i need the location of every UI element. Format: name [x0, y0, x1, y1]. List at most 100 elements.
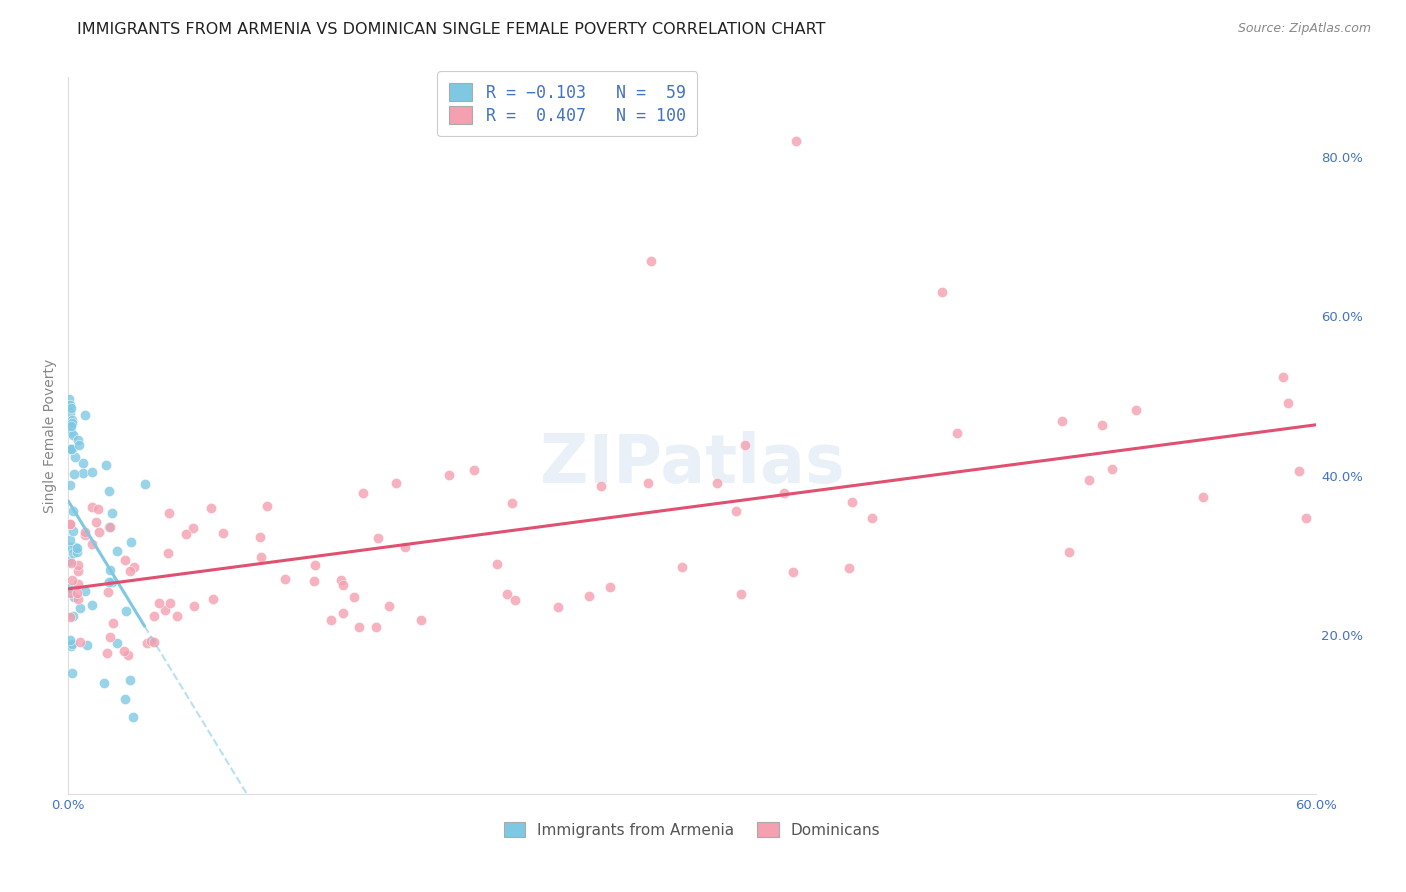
Point — [367, 531, 389, 545]
Point — [101, 615, 124, 630]
Point — [62, 467, 84, 482]
Point — [139, 634, 162, 648]
Point — [330, 573, 353, 587]
Point — [463, 463, 485, 477]
Point — [66, 545, 89, 559]
Point — [69, 635, 91, 649]
Point — [250, 549, 273, 564]
Point — [65, 541, 87, 555]
Point — [117, 648, 139, 662]
Point — [87, 524, 110, 539]
Point — [62, 428, 84, 442]
Point — [60, 665, 83, 680]
Point — [725, 503, 748, 517]
Point — [121, 710, 143, 724]
Point — [181, 521, 204, 535]
Point — [98, 575, 121, 590]
Point — [63, 450, 86, 465]
Point — [72, 456, 94, 470]
Point — [637, 475, 659, 490]
Point — [394, 540, 416, 554]
Point — [931, 285, 953, 300]
Point — [97, 584, 120, 599]
Point — [105, 635, 128, 649]
Point — [101, 574, 124, 589]
Point — [946, 425, 969, 440]
Point — [578, 589, 600, 603]
Point — [120, 564, 142, 578]
Point — [87, 502, 110, 516]
Point — [94, 458, 117, 472]
Point — [69, 600, 91, 615]
Point — [105, 544, 128, 558]
Point — [122, 560, 145, 574]
Point — [437, 467, 460, 482]
Point — [134, 477, 156, 491]
Point — [76, 638, 98, 652]
Point — [385, 476, 408, 491]
Point — [59, 557, 82, 571]
Point — [115, 604, 138, 618]
Point — [120, 534, 142, 549]
Point — [1295, 511, 1317, 525]
Point — [62, 546, 84, 560]
Point — [66, 577, 89, 591]
Point — [249, 530, 271, 544]
Point — [1125, 403, 1147, 417]
Point — [1057, 545, 1080, 559]
Point — [73, 527, 96, 541]
Point — [59, 541, 82, 555]
Point — [59, 610, 82, 624]
Point — [66, 564, 89, 578]
Point — [174, 527, 197, 541]
Point — [60, 417, 83, 431]
Text: Source: ZipAtlas.com: Source: ZipAtlas.com — [1237, 22, 1371, 36]
Point — [136, 636, 159, 650]
Point — [706, 475, 728, 490]
Legend: Immigrants from Armenia, Dominicans: Immigrants from Armenia, Dominicans — [498, 815, 887, 844]
Point — [1091, 417, 1114, 432]
Point — [114, 691, 136, 706]
Point — [59, 477, 82, 491]
Point — [640, 253, 662, 268]
Point — [98, 563, 121, 577]
Point — [62, 608, 84, 623]
Point — [782, 565, 804, 579]
Point — [1271, 370, 1294, 384]
Point — [75, 408, 97, 422]
Point — [59, 586, 82, 600]
Point — [599, 580, 621, 594]
Point — [503, 592, 526, 607]
Point — [332, 578, 354, 592]
Point — [62, 442, 84, 457]
Point — [838, 561, 860, 575]
Point — [200, 501, 222, 516]
Point — [183, 599, 205, 613]
Point — [59, 533, 82, 548]
Y-axis label: Single Female Poverty: Single Female Poverty — [44, 359, 58, 513]
Point — [730, 586, 752, 600]
Point — [202, 591, 225, 606]
Point — [1052, 414, 1074, 428]
Point — [98, 630, 121, 644]
Text: IMMIGRANTS FROM ARMENIA VS DOMINICAN SINGLE FEMALE POVERTY CORRELATION CHART: IMMIGRANTS FROM ARMENIA VS DOMINICAN SIN… — [77, 22, 825, 37]
Point — [63, 591, 86, 605]
Point — [772, 486, 794, 500]
Point — [671, 559, 693, 574]
Point — [80, 599, 103, 613]
Point — [60, 425, 83, 439]
Point — [501, 495, 523, 509]
Point — [411, 613, 433, 627]
Point — [343, 590, 366, 604]
Point — [155, 603, 177, 617]
Point — [58, 392, 80, 406]
Point — [1288, 464, 1310, 478]
Point — [58, 581, 80, 595]
Point — [157, 506, 180, 520]
Point — [366, 620, 388, 634]
Point — [304, 558, 326, 573]
Point — [82, 500, 104, 515]
Point — [58, 585, 80, 599]
Point — [547, 599, 569, 614]
Point — [66, 591, 89, 606]
